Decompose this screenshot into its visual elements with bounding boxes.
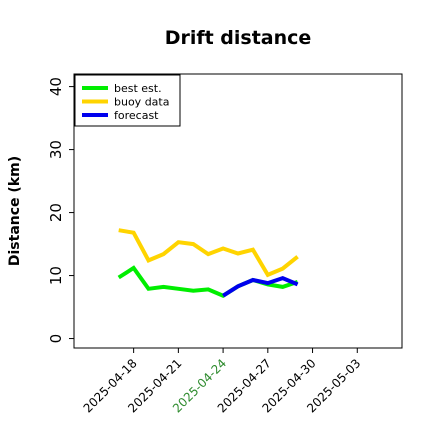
y-tick-label: 10 [47,266,65,285]
legend-label: buoy data [114,96,169,109]
y-tick-label: 30 [47,140,65,159]
x-ticks: 2025-04-182025-04-212025-04-242025-04-27… [81,348,363,415]
y-tick-label: 20 [47,203,65,222]
y-tick-label: 0 [47,334,65,344]
series-line-buoy-data [118,228,299,278]
chart-title: Drift distance [165,27,312,49]
series-line-forecast [222,275,299,298]
y-tick-label: 40 [47,77,65,96]
series-lines [117,228,299,298]
plot-frame [73,73,403,349]
legend-label: forecast [114,109,159,122]
legend-label: best est. [114,82,162,95]
y-axis-label: Distance (km) [7,156,23,266]
y-ticks: 0 10 20 30 40 [47,77,74,343]
